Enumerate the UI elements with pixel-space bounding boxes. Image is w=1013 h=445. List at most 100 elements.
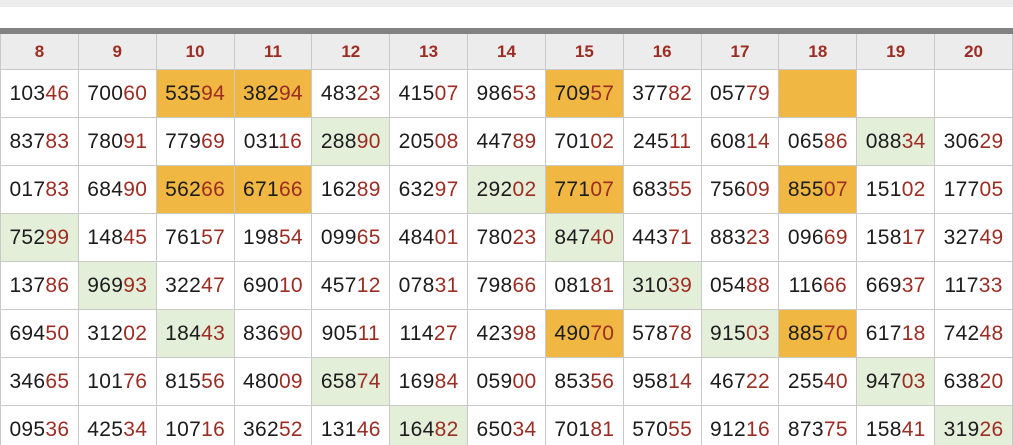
digits-accent: 86 bbox=[823, 129, 848, 153]
number-cell: 37782 bbox=[622, 69, 702, 118]
digits-accent: 69 bbox=[823, 225, 848, 249]
digits-accent: 07 bbox=[590, 177, 615, 201]
digits-accent: 34 bbox=[123, 417, 148, 441]
number-cell: 78023 bbox=[467, 213, 546, 262]
table-row: 09536 42534 10716 36252 13146 16482 65034 70181… bbox=[0, 405, 1013, 445]
digits-accent: 02 bbox=[901, 177, 926, 201]
number-cell: 32749 bbox=[934, 213, 1013, 262]
digits-main: 116 bbox=[788, 273, 824, 297]
digits-main: 690 bbox=[242, 273, 279, 297]
digits-main: 570 bbox=[632, 417, 669, 441]
digits-main: 065 bbox=[787, 129, 824, 153]
number-cell: 05779 bbox=[700, 69, 780, 118]
digits-accent: 78 bbox=[668, 321, 693, 345]
digits-main: 377 bbox=[632, 81, 669, 105]
digits-main: 057 bbox=[710, 81, 746, 105]
digits-accent: 70 bbox=[590, 321, 615, 345]
digits-accent: 98 bbox=[512, 321, 537, 345]
digits-accent: 01 bbox=[434, 225, 459, 249]
number-cell: 09536 bbox=[0, 405, 79, 445]
digits-accent: 02 bbox=[590, 129, 615, 153]
number-cell: 11427 bbox=[389, 309, 469, 358]
number-cell: 31039 bbox=[622, 261, 702, 310]
digits-main: 423 bbox=[476, 321, 513, 345]
number-cell: 63297 bbox=[389, 165, 469, 214]
number-cell: 61718 bbox=[856, 309, 936, 358]
header-row: 8 9 10 11 12 13 14 15 16 17 18 19 20 bbox=[0, 31, 1013, 70]
number-cell: 70060 bbox=[77, 69, 157, 118]
digits-accent: 43 bbox=[201, 321, 226, 345]
table-row: 69450 31202 18443 83690 90511 11427 42398 49070… bbox=[0, 309, 1013, 358]
digits-main: 669 bbox=[865, 273, 902, 297]
number-cell: 42398 bbox=[467, 309, 546, 358]
number-cell: 53594 bbox=[155, 69, 235, 118]
digits-accent: 07 bbox=[434, 81, 459, 105]
number-cell: 46722 bbox=[700, 357, 780, 406]
digits-main: 095 bbox=[9, 417, 46, 441]
column-header-20: 20 bbox=[934, 31, 1013, 70]
digits-main: 617 bbox=[865, 321, 902, 345]
digits-main: 958 bbox=[632, 369, 669, 393]
number-cell: 29202 bbox=[467, 165, 546, 214]
digits-accent: 65 bbox=[356, 225, 381, 249]
number-cell: 69010 bbox=[233, 261, 313, 310]
digits-main: 017 bbox=[9, 177, 46, 201]
digits-main: 107 bbox=[165, 417, 202, 441]
digits-main: 883 bbox=[710, 225, 746, 249]
digits-main: 701 bbox=[554, 417, 591, 441]
column-header-17: 17 bbox=[700, 31, 780, 70]
number-cell: 49070 bbox=[544, 309, 624, 358]
digits-accent: 34 bbox=[901, 129, 926, 153]
digits-main: 700 bbox=[87, 81, 124, 105]
column-header-16: 16 bbox=[622, 31, 702, 70]
number-cell: 91216 bbox=[700, 405, 780, 445]
digits-accent: 31 bbox=[434, 273, 459, 297]
digits-accent: 14 bbox=[668, 369, 693, 393]
digits-main: 912 bbox=[710, 417, 746, 441]
number-cell: 18443 bbox=[155, 309, 235, 358]
digits-main: 837 bbox=[9, 129, 46, 153]
number-cell: 15102 bbox=[856, 165, 936, 214]
number-cell: 14845 bbox=[77, 213, 157, 262]
digits-main: 535 bbox=[165, 81, 202, 105]
digits-accent: 47 bbox=[201, 273, 226, 297]
number-cell: 31202 bbox=[77, 309, 157, 358]
digits-accent: 69 bbox=[201, 129, 226, 153]
number-cell: 57055 bbox=[622, 405, 702, 445]
number-cell: 45712 bbox=[311, 261, 391, 310]
digits-main: 306 bbox=[943, 129, 980, 153]
number-cell: 48009 bbox=[233, 357, 313, 406]
digits-main: 114 bbox=[399, 321, 434, 345]
digits-accent: 54 bbox=[278, 225, 303, 249]
digits-main: 885 bbox=[787, 321, 824, 345]
table-row: 13786 96993 32247 69010 45712 07831 79866 08181… bbox=[0, 261, 1013, 310]
number-cell: 90511 bbox=[311, 309, 391, 358]
number-cell: 85507 bbox=[778, 165, 858, 214]
number-cell: 30629 bbox=[934, 117, 1013, 166]
digits-accent: 94 bbox=[201, 81, 226, 105]
digits-accent: 52 bbox=[278, 417, 303, 441]
number-cell: 25540 bbox=[778, 357, 858, 406]
top-strip bbox=[0, 0, 1013, 7]
digits-main: 205 bbox=[398, 129, 435, 153]
number-cell: 13786 bbox=[0, 261, 79, 310]
number-cell: 07831 bbox=[389, 261, 469, 310]
digits-accent: 48 bbox=[979, 321, 1004, 345]
digits-accent: 83 bbox=[45, 129, 70, 153]
digits-accent: 76 bbox=[123, 369, 148, 393]
digits-main: 694 bbox=[9, 321, 46, 345]
number-cell: 15817 bbox=[856, 213, 936, 262]
number-cell: 48401 bbox=[389, 213, 469, 262]
table-row: 10346 70060 53594 38294 48323 41507 98653 70957… bbox=[0, 69, 1013, 118]
number-cell: 17705 bbox=[934, 165, 1013, 214]
digits-accent: 37 bbox=[901, 273, 926, 297]
column-header-15: 15 bbox=[544, 31, 624, 70]
digits-main: 312 bbox=[87, 321, 124, 345]
digits-accent: 40 bbox=[823, 369, 848, 393]
digits-main: 853 bbox=[554, 369, 591, 393]
number-cell: 44371 bbox=[622, 213, 702, 262]
number-cell: 96993 bbox=[77, 261, 157, 310]
number-cell: 24511 bbox=[622, 117, 702, 166]
number-cell: 98653 bbox=[467, 69, 546, 118]
digits-accent: 08 bbox=[434, 129, 459, 153]
